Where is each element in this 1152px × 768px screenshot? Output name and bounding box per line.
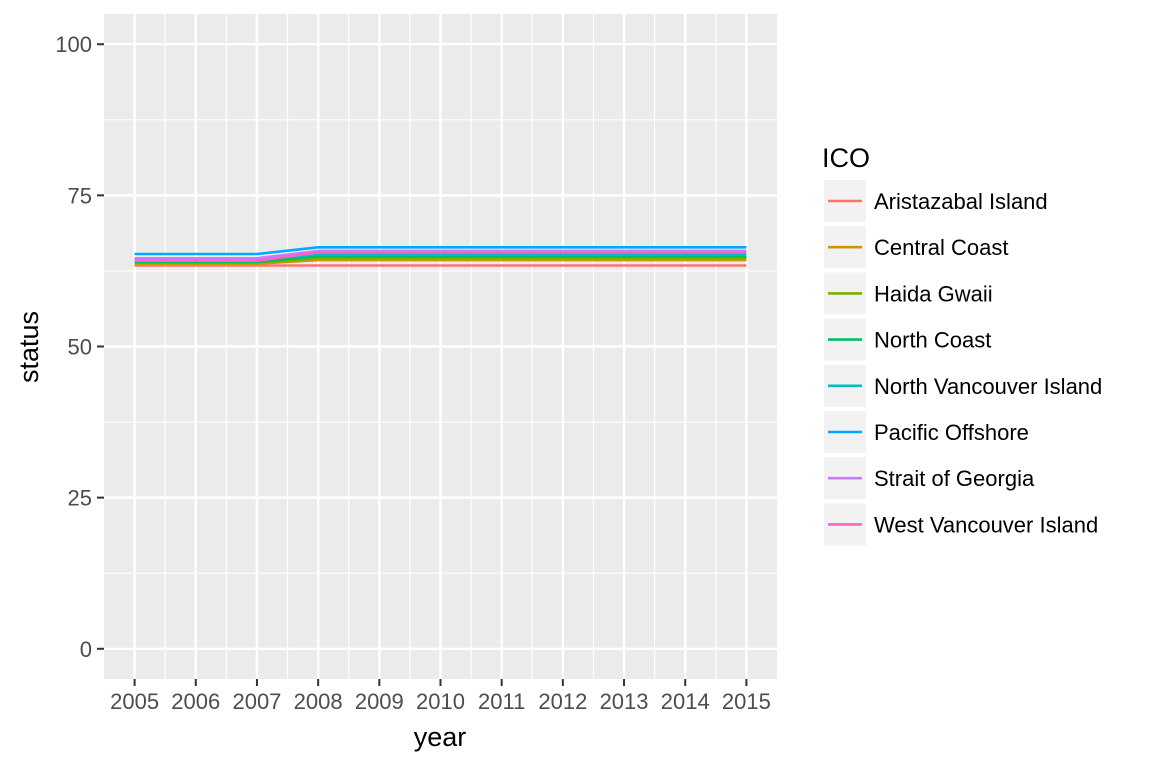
legend-label-north-vancouver-island: North Vancouver Island bbox=[874, 374, 1102, 399]
major-gridlines bbox=[104, 14, 777, 679]
legend-label-haida-gwaii: Haida Gwaii bbox=[874, 281, 993, 306]
legend: ICO Aristazabal Island Central Coast Haida… bbox=[822, 143, 1102, 546]
x-tick-label: 2013 bbox=[600, 689, 649, 714]
x-tick-label: 2011 bbox=[478, 689, 525, 714]
series-line-west-vancouver-island bbox=[134, 250, 747, 262]
legend-label-strait-of-georgia: Strait of Georgia bbox=[874, 466, 1035, 491]
x-tick-label: 2005 bbox=[110, 689, 159, 714]
legend-label-north-coast: North Coast bbox=[874, 328, 991, 353]
y-tick-label: 0 bbox=[80, 637, 92, 662]
x-tick-label: 2007 bbox=[232, 689, 281, 714]
x-tick-label: 2008 bbox=[294, 689, 343, 714]
y-axis: 0 25 50 75 100 bbox=[55, 32, 104, 662]
x-tick-label: 2015 bbox=[722, 689, 771, 714]
x-tick-label: 2012 bbox=[538, 689, 587, 714]
y-axis-title: status bbox=[14, 311, 44, 383]
x-tick-label: 2010 bbox=[416, 689, 465, 714]
y-tick-label: 25 bbox=[68, 486, 92, 511]
x-axis: 2005 2006 2007 2008 2009 2010 2011 2012 2013 2014… bbox=[110, 679, 771, 714]
legend-label-west-vancouver-island: West Vancouver Island bbox=[874, 512, 1098, 537]
series-line-pacific-offshore bbox=[134, 246, 747, 256]
legend-label-aristazabal-island: Aristazabal Island bbox=[874, 189, 1048, 214]
x-tick-label: 2009 bbox=[355, 689, 404, 714]
x-tick-label: 2006 bbox=[171, 689, 220, 714]
series-lines bbox=[134, 246, 747, 267]
y-tick-label: 50 bbox=[68, 335, 92, 360]
x-tick-label: 2014 bbox=[661, 689, 710, 714]
legend-label-pacific-offshore: Pacific Offshore bbox=[874, 420, 1029, 445]
y-tick-label: 75 bbox=[68, 183, 92, 208]
legend-items: Aristazabal Island Central Coast Haida Gwa… bbox=[824, 180, 1102, 546]
y-tick-label: 100 bbox=[55, 32, 92, 57]
legend-label-central-coast: Central Coast bbox=[874, 235, 1009, 260]
x-axis-title: year bbox=[414, 722, 467, 752]
legend-title: ICO bbox=[822, 143, 870, 173]
